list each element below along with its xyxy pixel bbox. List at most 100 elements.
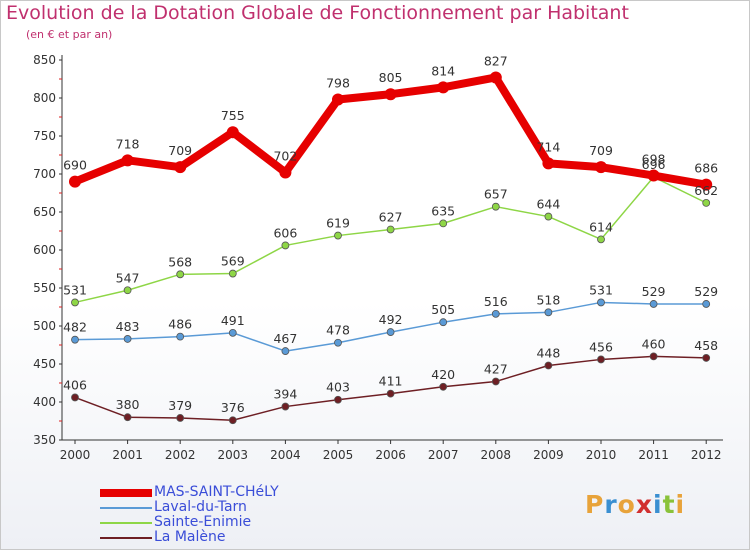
legend-item: Sainte-Enimie xyxy=(100,515,279,530)
data-label: 406 xyxy=(63,377,87,392)
data-point xyxy=(491,202,500,211)
data-point xyxy=(334,395,342,404)
data-label: 420 xyxy=(431,367,455,382)
data-point xyxy=(702,300,711,308)
data-label: 478 xyxy=(326,323,350,338)
data-point xyxy=(649,352,658,361)
data-point xyxy=(176,270,185,279)
data-point xyxy=(279,166,292,179)
data-label: 657 xyxy=(484,187,508,202)
data-point xyxy=(334,231,342,240)
data-label: 690 xyxy=(63,158,87,173)
data-point xyxy=(544,361,553,370)
data-label: 491 xyxy=(221,313,245,328)
data-point xyxy=(226,126,239,139)
data-label: 486 xyxy=(168,317,192,332)
data-point xyxy=(71,393,79,402)
data-label: 448 xyxy=(536,346,560,361)
data-point xyxy=(439,219,448,228)
data-point xyxy=(281,241,290,250)
data-point xyxy=(386,328,395,336)
data-label: 380 xyxy=(116,397,140,412)
data-point xyxy=(334,338,342,347)
data-label: 529 xyxy=(694,284,718,299)
data-label: 460 xyxy=(642,336,666,351)
legend-swatch xyxy=(100,521,152,524)
logo-letter: r xyxy=(604,490,618,519)
logo-letter: i xyxy=(675,490,686,519)
data-label: 814 xyxy=(431,63,455,78)
data-point xyxy=(123,286,132,295)
data-point xyxy=(174,161,187,174)
data-point xyxy=(595,161,607,174)
data-label: 696 xyxy=(642,157,666,172)
data-label: 518 xyxy=(536,292,560,307)
legend-swatch xyxy=(100,488,152,497)
data-point xyxy=(702,198,711,207)
data-point xyxy=(386,389,395,398)
data-label: 709 xyxy=(589,143,613,158)
data-label: 529 xyxy=(642,284,666,299)
legend-item: MAS-SAINT-CHéLY xyxy=(100,485,279,500)
legend-label: La Malène xyxy=(154,529,226,545)
x-tick-label: 2003 xyxy=(218,448,249,462)
data-point xyxy=(121,154,134,167)
data-point xyxy=(544,212,553,221)
data-label: 714 xyxy=(536,139,560,154)
data-point xyxy=(491,377,500,386)
data-point xyxy=(123,413,132,422)
data-label: 686 xyxy=(694,161,718,176)
x-tick-label: 2001 xyxy=(112,448,143,462)
x-tick-label: 2008 xyxy=(481,448,512,462)
data-label: 482 xyxy=(63,320,87,335)
data-label: 718 xyxy=(116,136,140,151)
data-point xyxy=(544,308,553,317)
x-tick-label: 2000 xyxy=(60,448,91,462)
legend-swatch xyxy=(100,536,152,539)
data-point xyxy=(71,335,79,344)
x-tick-label: 2005 xyxy=(323,448,354,462)
x-tick-label: 2002 xyxy=(165,448,196,462)
data-label: 456 xyxy=(589,339,613,354)
legend-label: Laval-du-Tarn xyxy=(154,499,247,515)
x-tick-label: 2012 xyxy=(691,448,722,462)
logo-letter: o xyxy=(617,490,636,519)
data-label: 568 xyxy=(168,254,192,269)
data-point xyxy=(597,355,605,364)
legend-item: Laval-du-Tarn xyxy=(100,500,279,515)
legend-swatch xyxy=(100,506,152,509)
data-point xyxy=(228,269,237,278)
data-point xyxy=(228,416,237,425)
data-label: 379 xyxy=(168,398,192,413)
data-label: 614 xyxy=(589,219,613,234)
data-label: 755 xyxy=(221,108,245,123)
data-label: 547 xyxy=(116,270,140,285)
data-label: 606 xyxy=(273,225,297,240)
data-label: 394 xyxy=(273,387,297,402)
x-tick-label: 2006 xyxy=(375,448,406,462)
data-label: 698 xyxy=(642,152,666,167)
data-label: 505 xyxy=(431,302,455,317)
x-tick-label: 2004 xyxy=(270,448,301,462)
data-point xyxy=(281,347,290,355)
data-point xyxy=(700,178,713,191)
data-label: 411 xyxy=(379,374,403,389)
logo-letter: x xyxy=(635,490,653,519)
data-label: 805 xyxy=(379,70,403,85)
y-tick-label: 700 xyxy=(33,167,56,181)
data-point xyxy=(176,414,185,422)
data-label: 427 xyxy=(484,361,508,376)
data-point xyxy=(491,309,500,318)
data-point xyxy=(332,93,344,106)
chart-legend: MAS-SAINT-CHéLY Laval-du-Tarn Sainte-Enimi… xyxy=(100,485,279,545)
x-tick-label: 2007 xyxy=(428,448,459,462)
x-tick-label: 2011 xyxy=(638,448,669,462)
data-label: 492 xyxy=(379,312,403,327)
data-label: 627 xyxy=(379,209,403,224)
data-point xyxy=(69,175,81,188)
logo-letter: i xyxy=(653,490,663,519)
data-point xyxy=(542,157,555,170)
data-point xyxy=(386,225,395,234)
